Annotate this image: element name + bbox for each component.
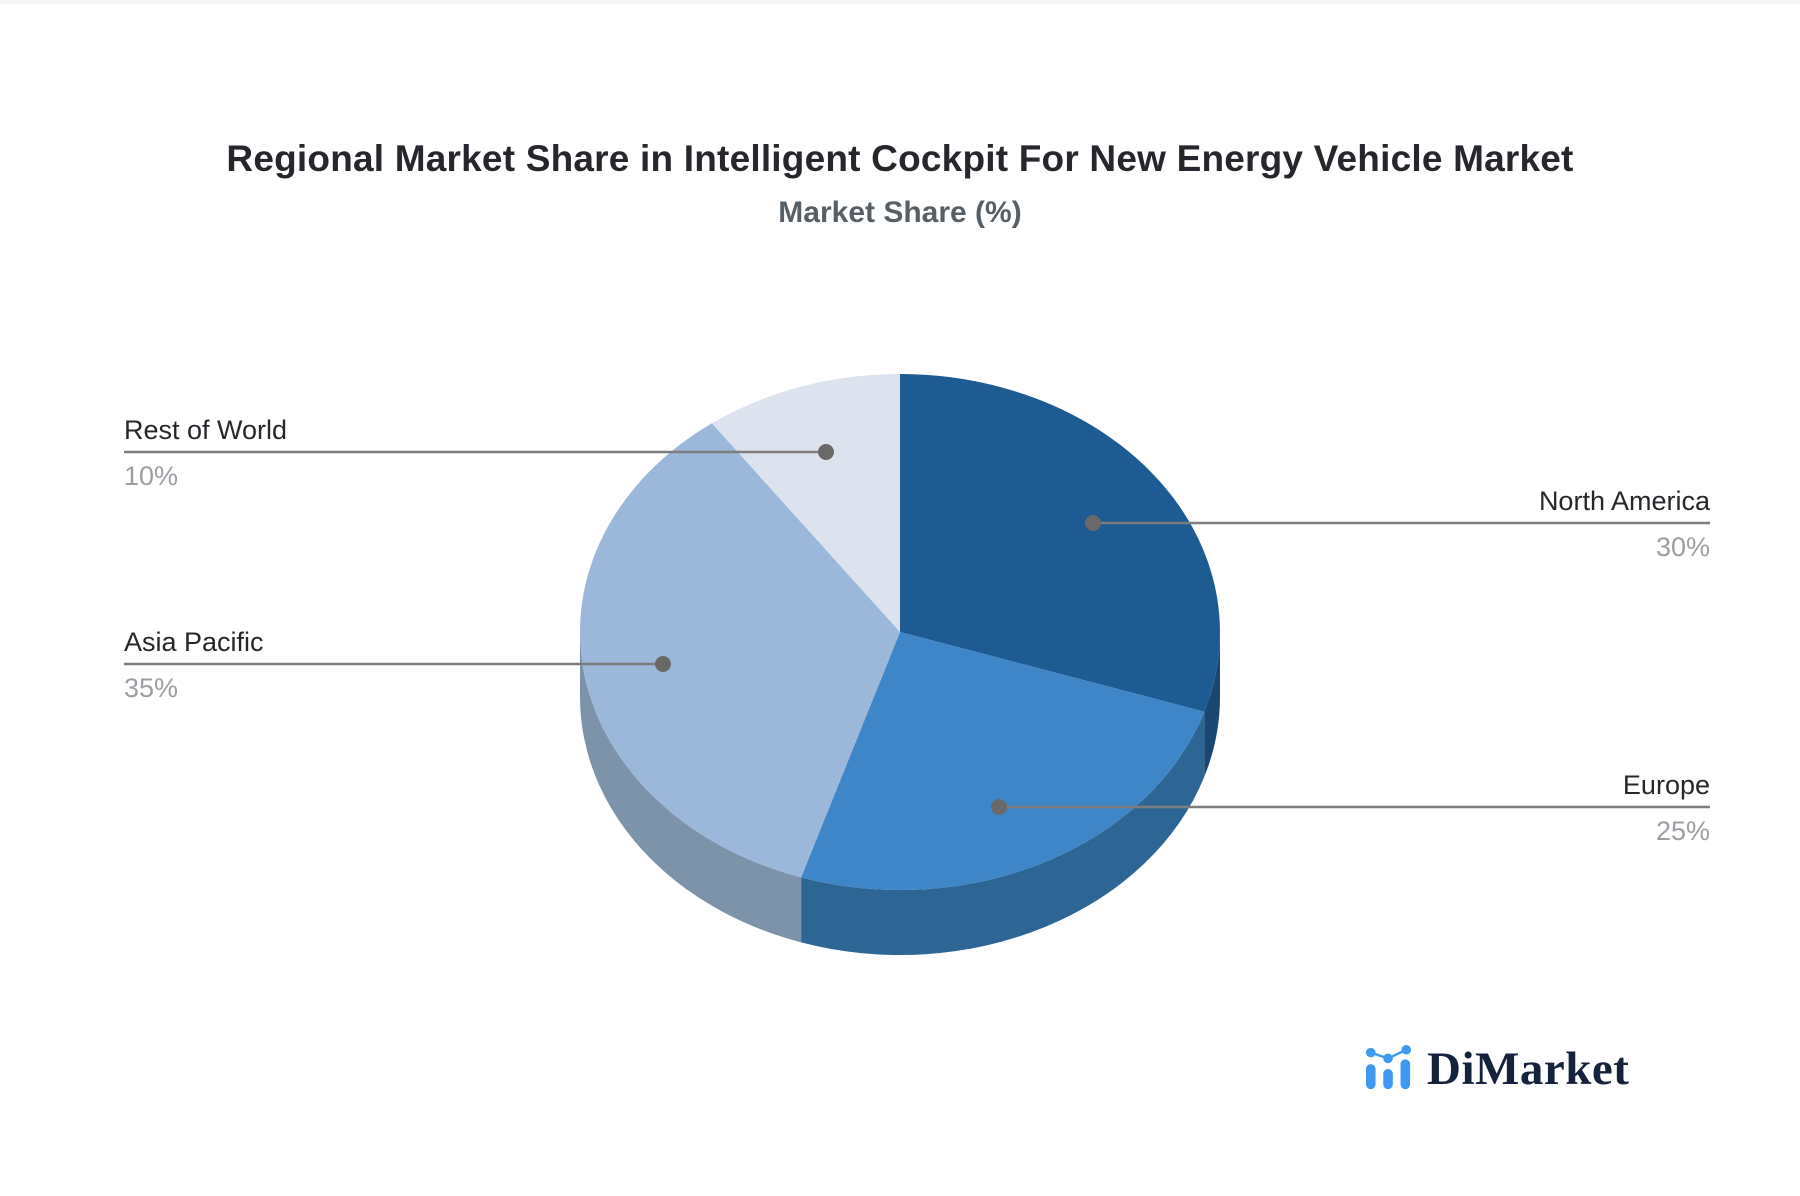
slice-label: Asia Pacific — [124, 627, 264, 657]
pie-slice-side-europe — [801, 711, 1205, 956]
slice-value: 25% — [1655, 816, 1710, 846]
pie-slice-europe[interactable] — [801, 632, 1205, 891]
pie-slice-side-asia-pacific — [579, 632, 802, 943]
chart-subtitle: Market Share (%) — [778, 196, 1022, 229]
pie-slice-north-america[interactable] — [900, 374, 1220, 712]
bar-line-chart-icon — [1365, 1044, 1412, 1090]
callout-north-america-value: 30% — [1656, 531, 1710, 563]
callout-north-america: North America — [1539, 485, 1710, 517]
page-top-border — [0, 0, 1800, 4]
leader-dot-rest-of-world — [818, 444, 834, 460]
callout-europe: Europe — [1623, 769, 1710, 801]
callout-asia-pacific: Asia Pacific — [124, 626, 264, 658]
slice-label: Rest of World — [124, 415, 288, 445]
callout-asia-pacific-value: 35% — [124, 672, 178, 704]
chart-title: Regional Market Share in Intelligent Coc… — [226, 138, 1574, 179]
slice-label: Europe — [1622, 770, 1710, 800]
callout-rest-of-world: Rest of World — [124, 414, 287, 446]
leader-dot-europe — [991, 799, 1007, 815]
callout-europe-value: 25% — [1656, 815, 1710, 847]
slice-value: 10% — [124, 461, 179, 491]
pie-slice-rest-of-world[interactable] — [711, 374, 900, 632]
slice-value: 30% — [1655, 532, 1710, 562]
pie-slice-asia-pacific[interactable] — [579, 423, 900, 878]
slice-label: North America — [1538, 486, 1710, 516]
brand-logo: DiMarket — [1365, 1042, 1629, 1094]
leader-dot-north-america — [1085, 515, 1101, 531]
line-chart-stroke — [1370, 1048, 1407, 1060]
slice-value: 35% — [124, 673, 179, 703]
brand-name: DiMarket — [1427, 1043, 1630, 1095]
pie-slice-side-north-america — [1204, 632, 1220, 777]
callout-rest-of-world-value: 10% — [124, 460, 178, 492]
leader-dot-asia-pacific — [655, 656, 671, 672]
